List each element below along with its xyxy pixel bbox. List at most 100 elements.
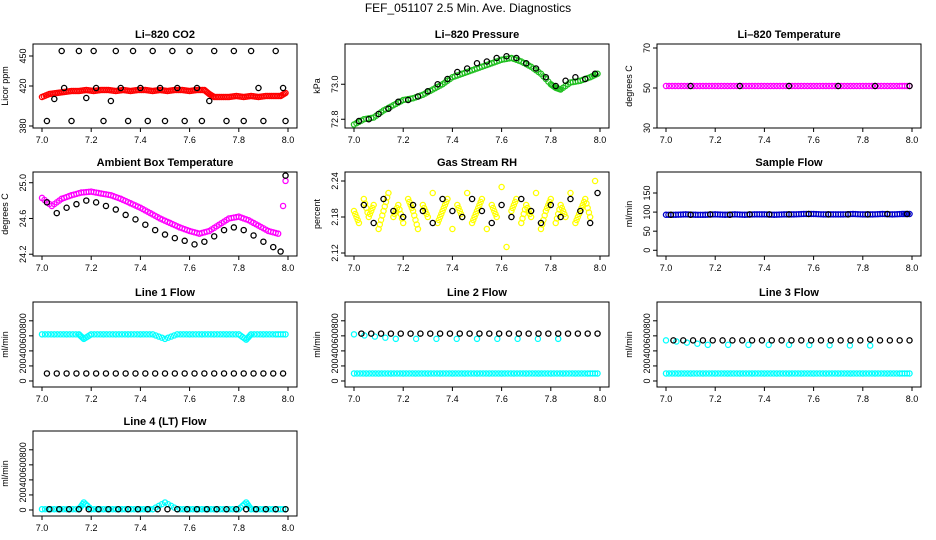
data-point (670, 337, 677, 344)
x-tick-label: 7.0 (36, 263, 49, 273)
data-point (149, 331, 156, 338)
series-box_temp_avg (38, 177, 289, 237)
data-point (884, 370, 891, 377)
data-point (507, 370, 515, 377)
data-point (537, 225, 545, 233)
data-point (470, 370, 478, 377)
data-point (569, 370, 576, 377)
data-point (527, 213, 535, 221)
data-point (395, 201, 402, 209)
data-point (260, 370, 267, 377)
data-point (825, 370, 833, 377)
data-point (169, 47, 176, 55)
data-point (758, 370, 765, 377)
data-point (217, 506, 224, 513)
data-point (257, 331, 264, 338)
x-tick-label: 7.8 (233, 394, 246, 404)
y-tick-label: 800 (18, 442, 28, 457)
data-point (742, 82, 750, 90)
data-point (210, 47, 218, 55)
data-point (526, 210, 534, 218)
x-tick-label: 8.0 (594, 394, 607, 404)
data-point (572, 74, 579, 81)
data-point (353, 370, 361, 377)
x-tick-label: 8.0 (906, 394, 919, 404)
data-point (404, 96, 412, 104)
data-point (274, 230, 282, 237)
data-point (44, 331, 52, 338)
data-point (739, 337, 746, 344)
x-tick-label: 7.6 (183, 523, 196, 533)
data-point (896, 210, 903, 218)
data-point (131, 506, 138, 513)
data-point (282, 89, 289, 97)
data-point (380, 195, 387, 203)
data-point (387, 370, 395, 377)
panel-title: Li–820 Temperature (737, 29, 840, 41)
data-point (180, 506, 187, 513)
data-point (439, 370, 447, 377)
y-tick-label: 400 (330, 343, 340, 358)
data-point (48, 331, 55, 338)
data-point (240, 93, 247, 101)
series-temp_avg (662, 82, 913, 90)
data-point (385, 189, 392, 197)
series-line4_black (46, 505, 289, 513)
data-point (785, 82, 793, 90)
data-point (456, 330, 464, 337)
panel-box_temp: Ambient Box Temperature degrees C 7.0 7.2 7.… (0, 157, 298, 273)
data-point (574, 330, 582, 337)
data-point (510, 201, 518, 209)
data-point (705, 82, 713, 90)
y-axis-label: ml/min (0, 460, 10, 487)
data-point (463, 189, 471, 197)
x-tick-label: 7.0 (348, 394, 361, 404)
x-tick-label: 8.0 (906, 135, 919, 145)
data-point (486, 370, 493, 377)
data-point (60, 88, 68, 96)
data-point (471, 213, 478, 221)
x-tick-label: 8.0 (594, 263, 607, 273)
data-point (418, 370, 425, 377)
data-point (424, 213, 432, 221)
data-point (795, 82, 802, 90)
data-point (235, 213, 243, 220)
x-tick-label: 8.0 (282, 263, 295, 273)
series-line3_cyan (662, 337, 913, 377)
y-tick-label: 600 (18, 457, 28, 472)
data-point (519, 370, 527, 377)
data-point (881, 82, 888, 90)
data-point (864, 211, 871, 218)
data-point (193, 84, 201, 92)
y-tick-label: 600 (642, 328, 652, 343)
data-point (498, 183, 505, 191)
data-point (739, 370, 747, 377)
data-point (896, 82, 903, 90)
data-point (724, 370, 731, 377)
data-point (690, 370, 697, 377)
data-point (85, 505, 92, 513)
data-point (719, 337, 726, 344)
data-point (41, 506, 49, 513)
data-point (711, 82, 719, 90)
data-point (366, 210, 374, 218)
data-point (180, 331, 187, 338)
data-point (354, 216, 361, 224)
data-point (844, 370, 851, 377)
data-point (430, 370, 438, 377)
data-point (844, 211, 852, 218)
data-point (748, 82, 756, 90)
data-point (404, 195, 412, 203)
data-point (399, 213, 407, 221)
data-point (134, 505, 142, 513)
data-point (742, 370, 750, 377)
data-point (831, 82, 839, 90)
data-point (684, 82, 691, 90)
data-point (552, 82, 559, 90)
data-point (225, 215, 233, 222)
data-point (391, 210, 398, 218)
data-point (776, 82, 783, 90)
data-point (715, 370, 722, 377)
data-point (878, 370, 885, 377)
data-point (51, 95, 58, 103)
